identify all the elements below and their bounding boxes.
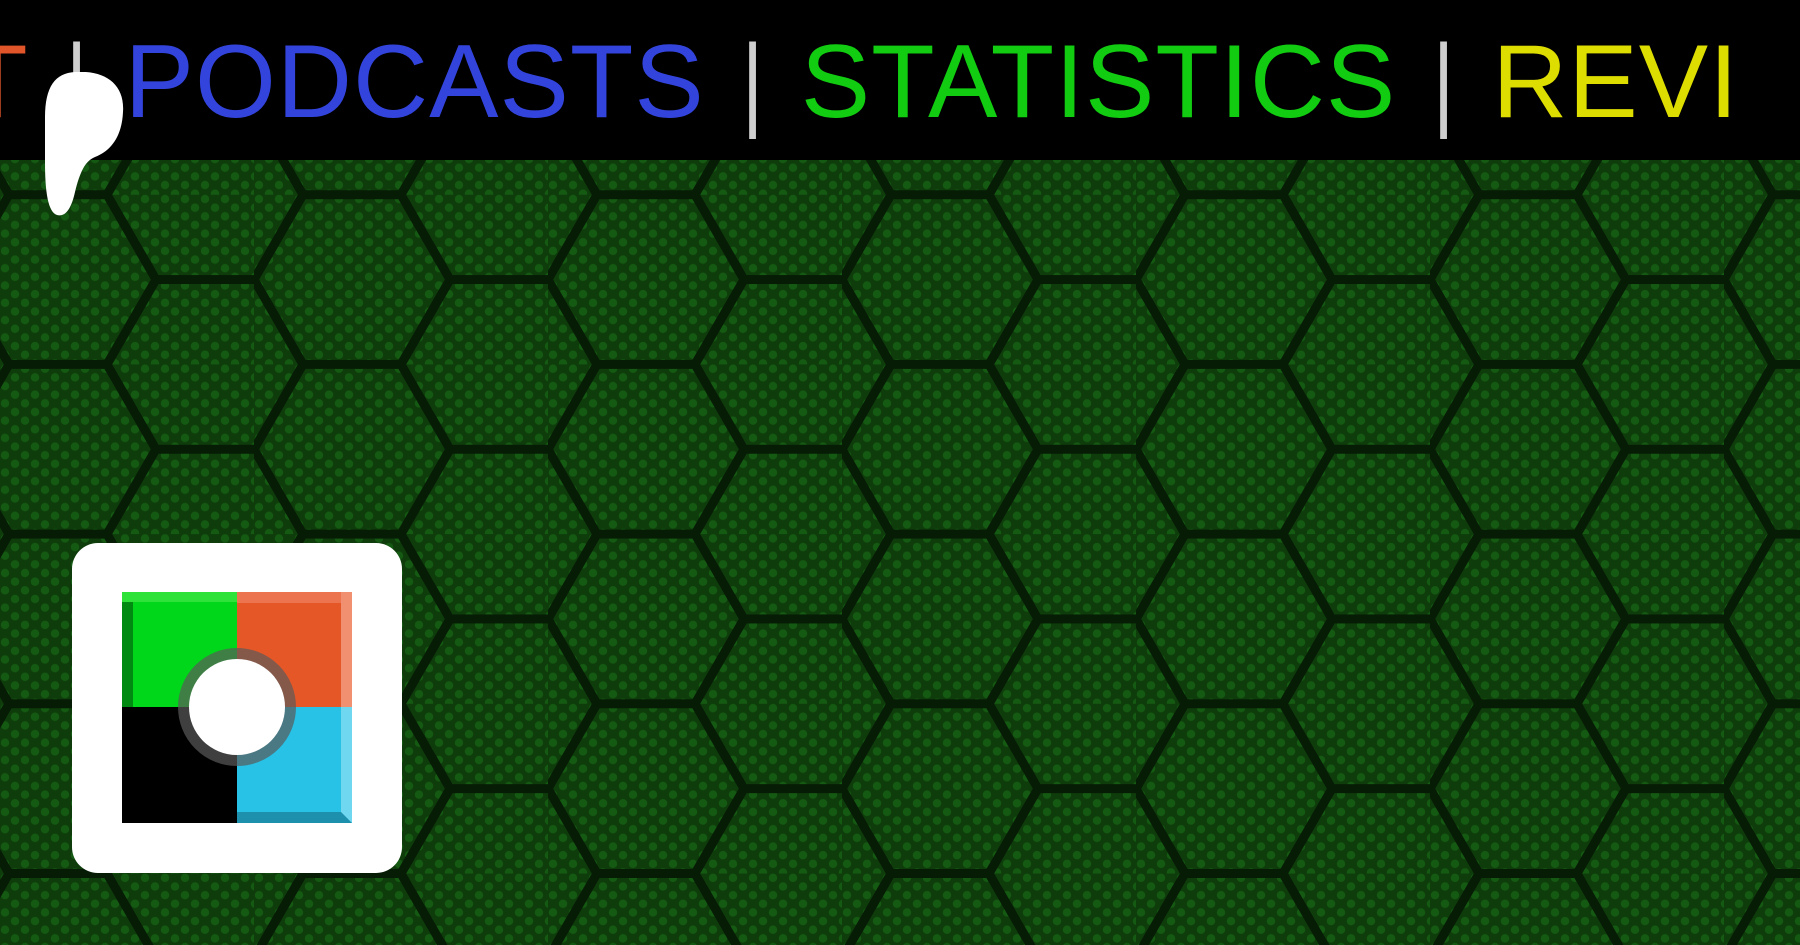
nav-bar: HT|PODCASTS|STATISTICS|REVI	[0, 22, 1739, 142]
top-banner: HT|PODCASTS|STATISTICS|REVI	[0, 0, 1800, 160]
patreon-logo-icon	[45, 72, 124, 216]
nav-item-ht[interactable]: HT	[0, 22, 29, 142]
separator: |	[741, 24, 764, 140]
nav-item-statistics[interactable]: STATISTICS	[800, 24, 1397, 140]
nav-item-reviews[interactable]: REVI	[1492, 24, 1740, 140]
nav-item-podcasts[interactable]: PODCASTS	[124, 24, 705, 140]
site-logo-card[interactable]	[72, 543, 402, 873]
four-color-square-logo-icon	[122, 592, 352, 823]
separator: |	[1433, 24, 1456, 140]
